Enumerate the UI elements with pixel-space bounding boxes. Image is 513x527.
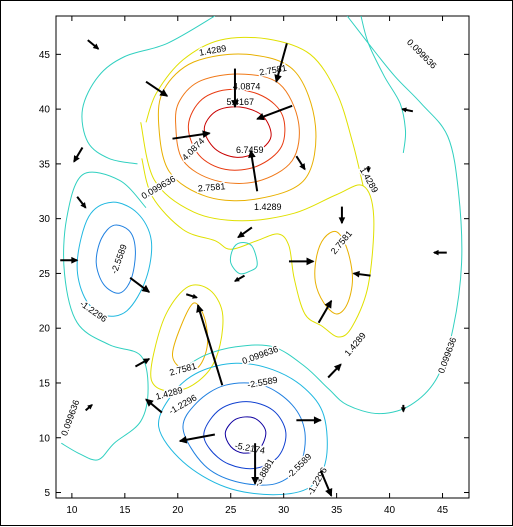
quiver-arrow-5 — [172, 130, 211, 140]
contour-line-1 — [187, 88, 286, 171]
quiver-arrows — [60, 39, 447, 497]
y-tick-label-5: 30 — [39, 214, 51, 225]
y-tick-label-6: 35 — [39, 159, 51, 170]
x-axis: 10 15 20 25 30 35 40 45 — [66, 16, 449, 516]
contour-line-3 — [157, 53, 317, 202]
x-tick-label-4: 30 — [278, 505, 290, 516]
contour-lines — [61, 16, 463, 496]
quiver-arrow-20 — [185, 293, 198, 299]
quiver-arrow-10 — [401, 107, 414, 113]
contour-line-6 — [314, 230, 354, 315]
quiver-arrow-2 — [145, 80, 169, 97]
contour-label-6: 2.7581 — [197, 181, 225, 193]
quiver-arrow-9 — [365, 166, 371, 173]
contour-line-17 — [177, 16, 463, 415]
quiver-arrow-16 — [338, 206, 346, 225]
y-tick-label-0: 5 — [44, 488, 50, 499]
contour-line-14 — [203, 401, 287, 470]
quiver-arrow-13 — [233, 274, 245, 282]
quiver-arrow-7 — [248, 149, 259, 192]
contour-line-15 — [224, 416, 267, 454]
contour-line-0 — [203, 106, 272, 158]
contour-line-4 — [140, 122, 375, 338]
quiver-arrow-4 — [256, 104, 293, 121]
y-tick-label-2: 15 — [39, 378, 51, 389]
y-axis: 5 10 15 20 25 30 35 40 45 — [39, 50, 469, 499]
y-tick-label-7: 40 — [39, 105, 51, 116]
quiver-arrow-1 — [274, 43, 288, 83]
quiver-arrow-22 — [134, 358, 151, 368]
contour-line-12 — [158, 362, 328, 496]
y-tick-label-8: 45 — [39, 50, 51, 61]
x-tick-label-5: 35 — [331, 505, 343, 516]
quiver-arrow-25 — [400, 404, 406, 413]
contour-label-3: 5.4167 — [226, 97, 254, 107]
contour-line-18 — [81, 16, 216, 165]
quiver-arrow-27 — [145, 398, 163, 414]
contour-label-2: 4.0874 — [233, 82, 261, 92]
contour-line-11 — [95, 224, 136, 294]
quiver-arrow-21 — [317, 299, 333, 324]
quiver-arrow-23 — [196, 304, 224, 386]
x-tick-label-0: 10 — [66, 505, 78, 516]
contour-line-5 — [145, 36, 364, 186]
quiver-arrow-31 — [319, 470, 333, 497]
quiver-arrow-11 — [76, 196, 87, 209]
quiver-arrow-29 — [178, 433, 216, 444]
contour-line-10 — [76, 201, 153, 317]
y-tick-label-1: 10 — [39, 433, 51, 444]
quiver-arrow-24 — [327, 363, 342, 379]
x-tick-label-3: 25 — [225, 505, 237, 516]
x-tick-label-1: 15 — [119, 505, 131, 516]
quiver-arrow-3 — [231, 68, 239, 109]
quiver-arrow-19 — [129, 277, 151, 293]
quiver-arrow-6 — [73, 146, 84, 163]
contour-label-7: 1.4289 — [254, 202, 282, 212]
quiver-arrow-8 — [295, 155, 306, 171]
quiver-arrow-17 — [352, 270, 371, 278]
quiver-arrow-14 — [60, 256, 79, 264]
quiver-arrow-0 — [87, 39, 100, 50]
quiver-arrow-12 — [237, 226, 253, 239]
quiver-arrow-30 — [251, 443, 259, 485]
quiver-arrow-18 — [432, 249, 447, 256]
contour-label-4: 6.7459 — [236, 145, 264, 155]
x-tick-label-7: 45 — [437, 505, 449, 516]
contour-line-9 — [229, 242, 258, 275]
contour-line-2 — [175, 73, 300, 184]
quiver-arrow-15 — [288, 257, 315, 266]
quiver-arrow-26 — [84, 404, 93, 412]
y-tick-label-4: 25 — [39, 269, 51, 280]
contour-line-16 — [61, 171, 149, 461]
contour-line-13 — [182, 382, 306, 486]
x-tick-label-6: 40 — [384, 505, 396, 516]
contour-line-8 — [150, 284, 224, 392]
contour-line-19 — [360, 16, 407, 153]
contour-line-7 — [171, 302, 209, 372]
quiver-arrow-28 — [296, 416, 322, 425]
x-tick-label-2: 20 — [172, 505, 184, 516]
y-tick-label-3: 20 — [39, 324, 51, 335]
